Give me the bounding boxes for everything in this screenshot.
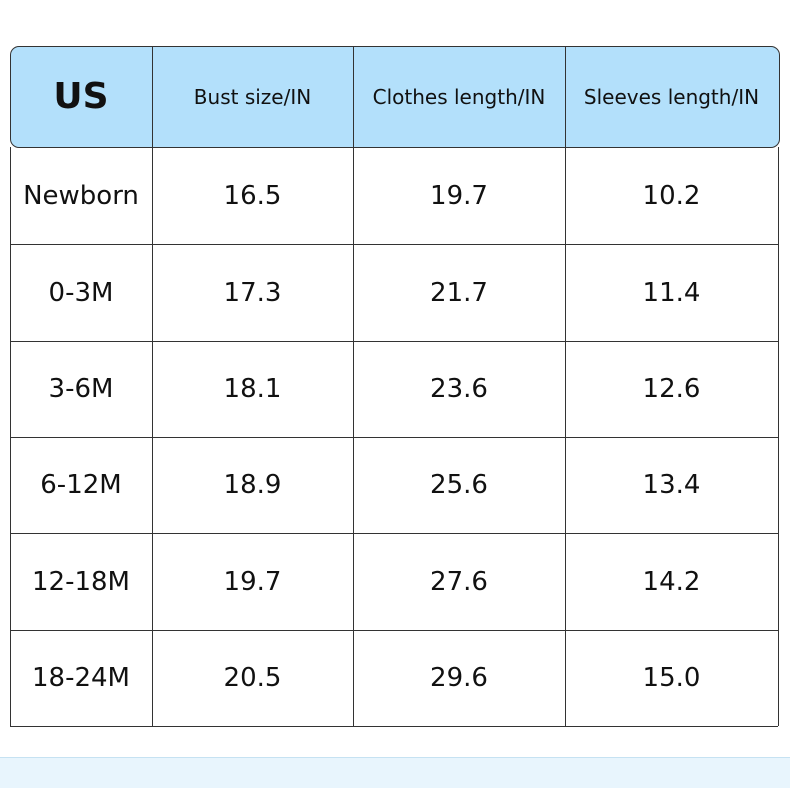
value-cell: 17.3 bbox=[223, 277, 282, 308]
value-cell: 23.6 bbox=[430, 374, 488, 404]
value-cell: 19.7 bbox=[223, 566, 282, 597]
header-cell: Clothes length/IN bbox=[372, 84, 546, 109]
row-label: Newborn bbox=[23, 180, 139, 211]
header-cell: US bbox=[53, 76, 109, 117]
row-label: 12-18M bbox=[32, 566, 130, 597]
footer-strip bbox=[0, 757, 790, 788]
column-divider bbox=[353, 46, 354, 726]
row-divider bbox=[10, 726, 778, 727]
value-cell: 25.6 bbox=[430, 470, 488, 500]
row-label: 0-3M bbox=[48, 277, 114, 308]
value-cell: 18.1 bbox=[223, 374, 282, 404]
value-cell: 14.2 bbox=[642, 566, 701, 597]
row-divider bbox=[10, 533, 778, 534]
value-cell: 19.7 bbox=[430, 180, 488, 211]
header-cell: Sleeves length/IN bbox=[583, 84, 760, 109]
value-cell: 16.5 bbox=[223, 180, 282, 211]
column-divider bbox=[778, 147, 779, 726]
value-cell: 13.4 bbox=[642, 470, 701, 500]
row-label: 18-24M bbox=[32, 663, 130, 693]
column-divider bbox=[565, 46, 566, 726]
value-cell: 15.0 bbox=[642, 663, 701, 693]
value-cell: 11.4 bbox=[642, 277, 701, 308]
row-divider bbox=[10, 630, 778, 631]
row-divider bbox=[10, 437, 778, 438]
value-cell: 10.2 bbox=[642, 180, 701, 211]
table-header bbox=[10, 46, 780, 148]
value-cell: 27.6 bbox=[430, 566, 488, 597]
value-cell: 29.6 bbox=[430, 663, 488, 693]
value-cell: 12.6 bbox=[642, 374, 701, 404]
column-divider bbox=[10, 147, 11, 726]
row-divider bbox=[10, 341, 778, 342]
row-divider bbox=[10, 244, 778, 245]
column-divider bbox=[152, 46, 153, 726]
row-label: 6-12M bbox=[40, 470, 122, 500]
row-label: 3-6M bbox=[48, 374, 114, 404]
header-cell: Bust size/IN bbox=[193, 84, 312, 109]
value-cell: 18.9 bbox=[223, 470, 282, 500]
value-cell: 20.5 bbox=[223, 663, 282, 693]
value-cell: 21.7 bbox=[430, 277, 488, 308]
